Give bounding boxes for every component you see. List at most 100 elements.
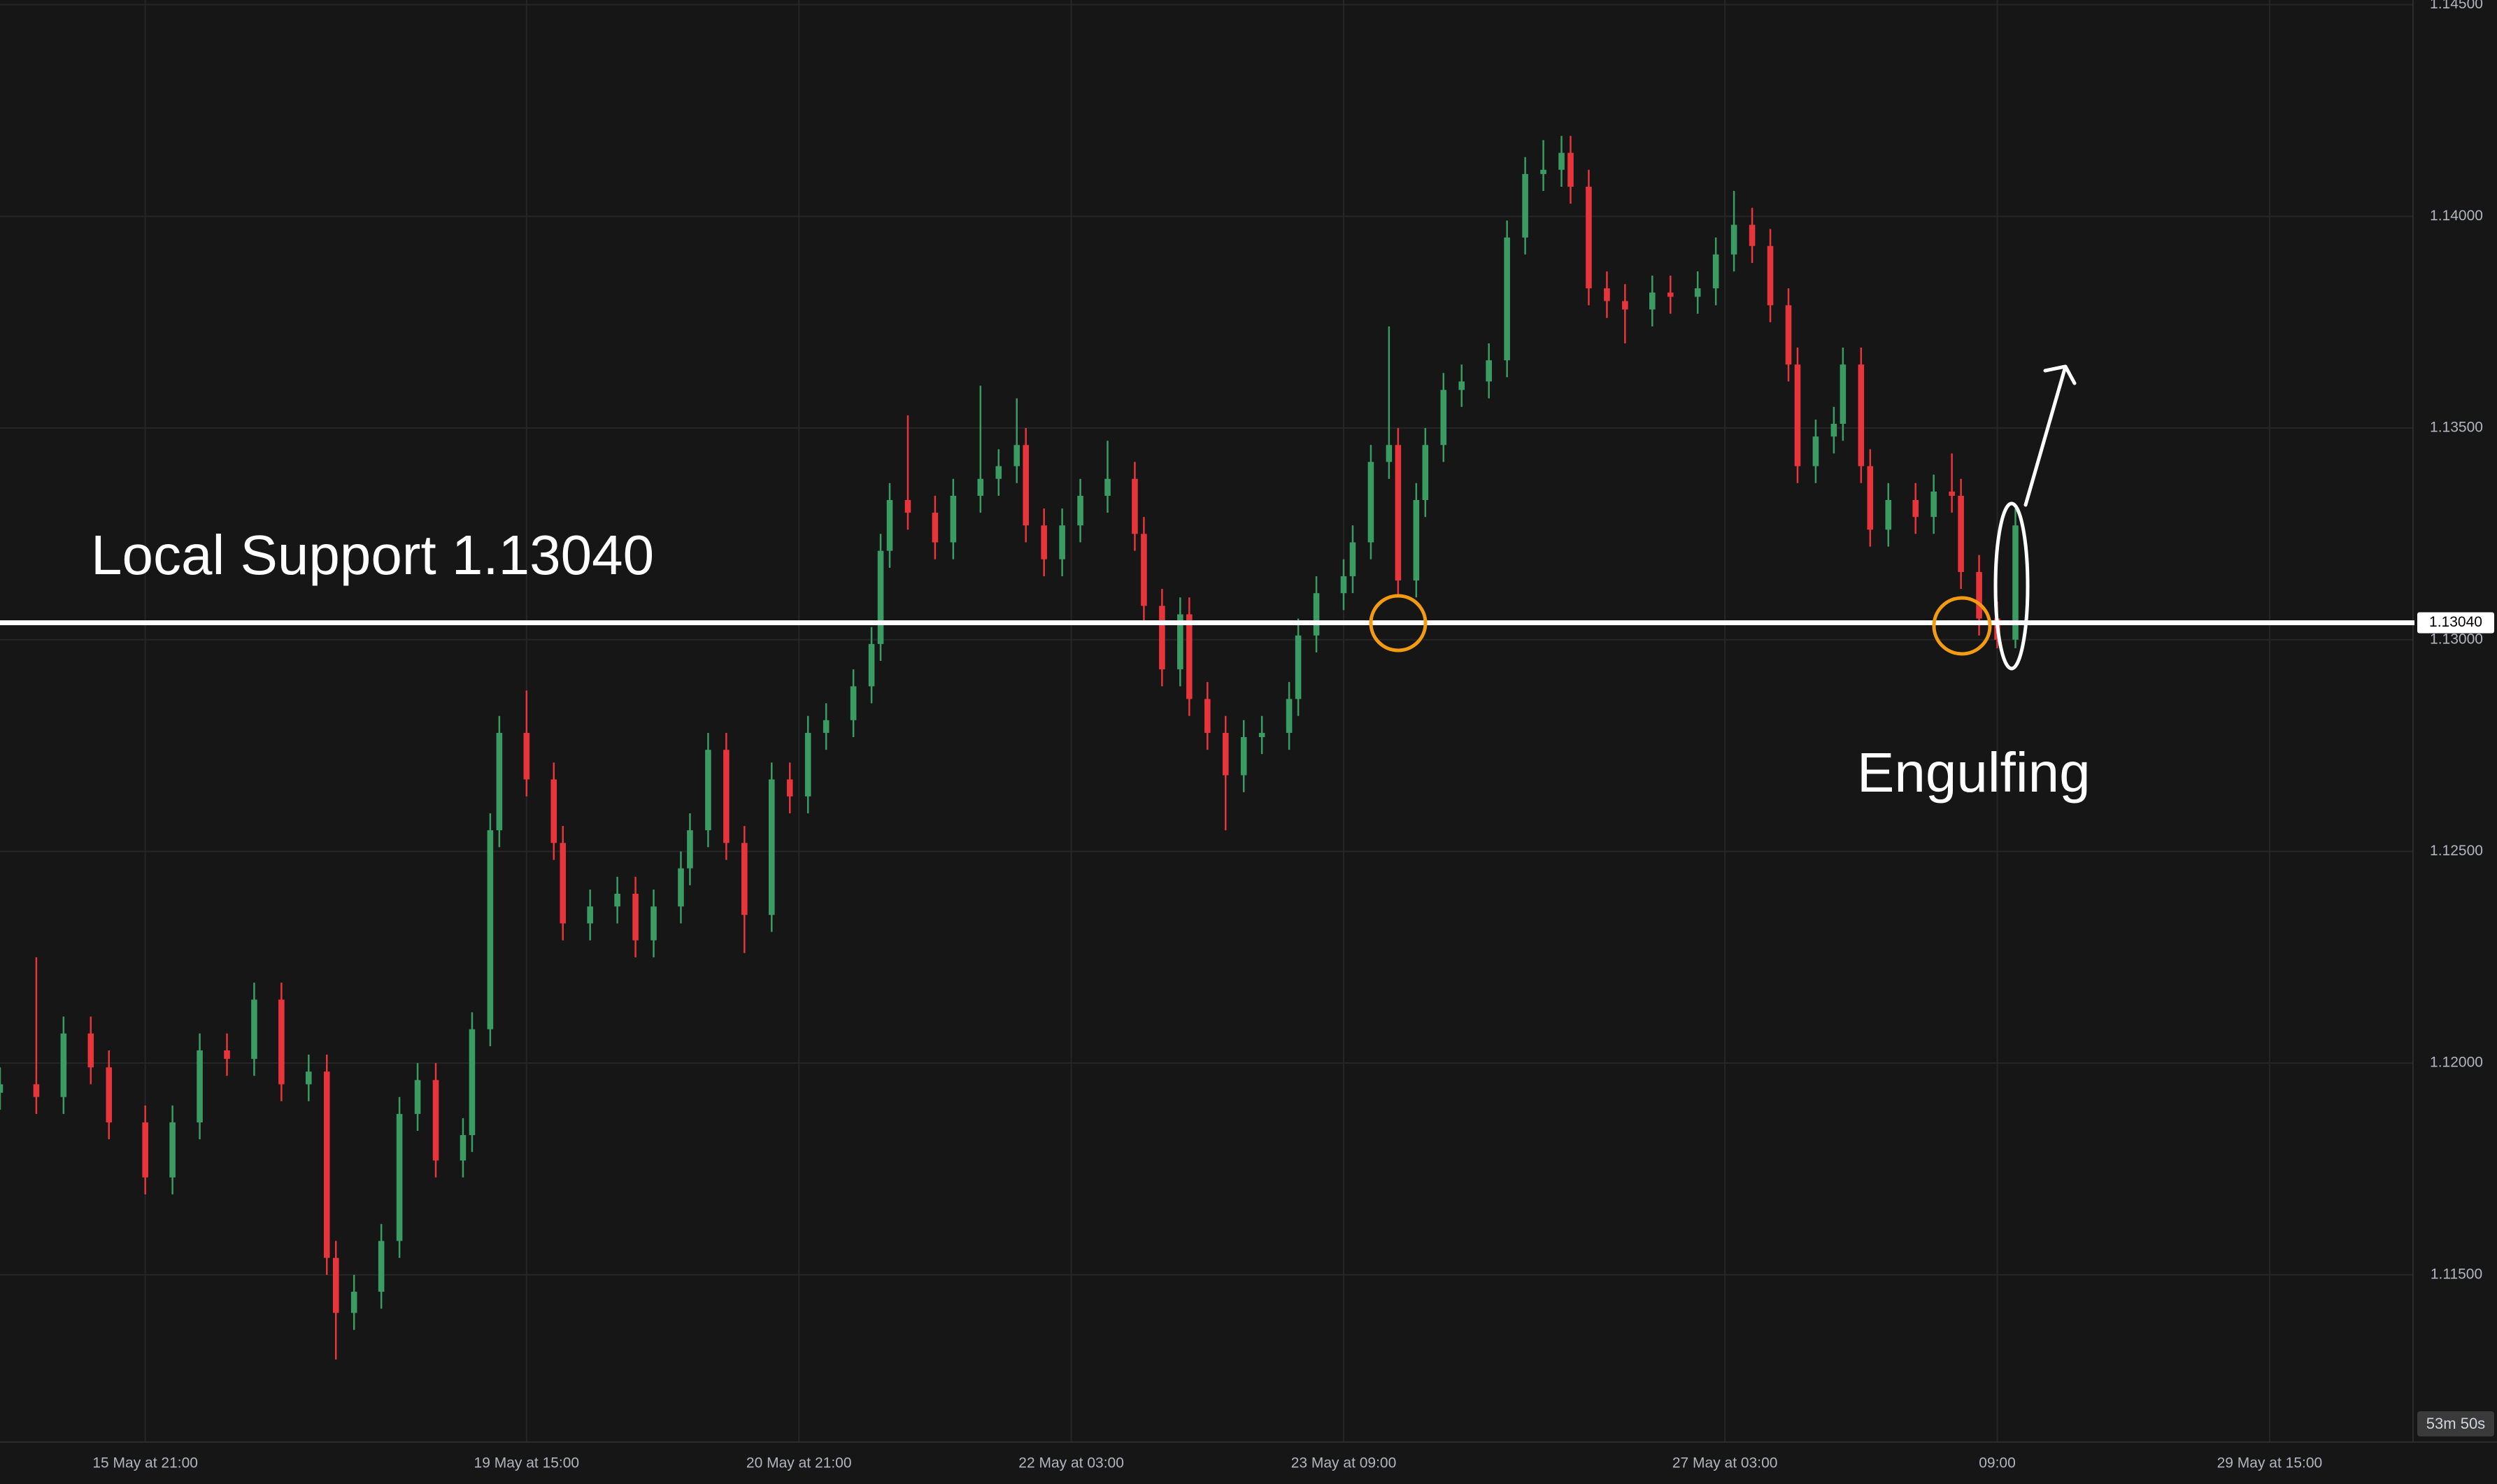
countdown: 53m 50s bbox=[2426, 1415, 2485, 1432]
candle-body bbox=[850, 686, 857, 720]
candle-body bbox=[1340, 576, 1347, 594]
candle-body bbox=[1240, 737, 1247, 776]
candle-body bbox=[632, 894, 639, 941]
candle-body bbox=[1840, 364, 1847, 424]
annotation: Local Support 1.13040 bbox=[91, 524, 654, 586]
candle-body bbox=[1586, 186, 1592, 289]
candle-body bbox=[1930, 491, 1937, 518]
candle-body bbox=[1286, 699, 1293, 733]
candle-body bbox=[904, 499, 911, 513]
overlay: 1.13040 bbox=[0, 612, 2494, 634]
arrow bbox=[2023, 364, 2077, 507]
highlight-circle bbox=[1369, 594, 1428, 652]
annotation: Engulfing bbox=[1857, 741, 2091, 804]
candle-body bbox=[1313, 593, 1320, 636]
candle-body bbox=[306, 1071, 312, 1085]
candle-body bbox=[1104, 478, 1111, 496]
candle-body bbox=[804, 732, 811, 797]
candle-body bbox=[1440, 390, 1447, 445]
candle-body bbox=[378, 1241, 385, 1292]
candle-body bbox=[1059, 525, 1065, 559]
candle-body bbox=[1858, 364, 1865, 466]
candle-body bbox=[169, 1122, 176, 1178]
candle-body bbox=[1349, 542, 1356, 576]
candle-body bbox=[396, 1113, 403, 1241]
candle-body bbox=[323, 1071, 330, 1258]
candle-body bbox=[460, 1135, 467, 1161]
x-tick-label: 23 May at 09:00 bbox=[1291, 1455, 1397, 1471]
support-label: 1.13040 bbox=[2429, 614, 2482, 630]
candle-body bbox=[1712, 254, 1719, 289]
candle-body bbox=[1694, 288, 1701, 297]
candle-body bbox=[977, 478, 984, 496]
candle-body bbox=[1730, 224, 1737, 255]
candle-body bbox=[868, 643, 875, 687]
candle-body bbox=[106, 1067, 113, 1122]
candle-body bbox=[1812, 436, 1819, 466]
candle-body bbox=[1132, 478, 1138, 534]
candle-body bbox=[1041, 525, 1047, 559]
candle-body bbox=[1912, 499, 1919, 518]
candle-body bbox=[332, 1257, 339, 1313]
candle-body bbox=[1649, 292, 1656, 310]
candle-body bbox=[142, 1122, 148, 1178]
candle-body bbox=[768, 779, 775, 915]
candle-body bbox=[1186, 614, 1193, 699]
candle-body bbox=[877, 550, 884, 644]
candle-body bbox=[1958, 495, 1964, 572]
support-tag bbox=[2417, 612, 2494, 634]
candle-body bbox=[995, 466, 1002, 479]
y-tick-label: 1.14000 bbox=[2430, 208, 2483, 224]
candle-body bbox=[705, 750, 711, 831]
candle-body bbox=[523, 732, 530, 780]
x-tick-label: 19 May at 15:00 bbox=[474, 1455, 580, 1471]
candle-body bbox=[60, 1033, 67, 1097]
candle-body bbox=[251, 999, 257, 1060]
x-tick-label: 09:00 bbox=[1979, 1455, 2016, 1471]
candle-body bbox=[1177, 614, 1183, 670]
candle-body bbox=[1540, 169, 1546, 174]
countdown-tag bbox=[2417, 1411, 2494, 1436]
candle-body bbox=[786, 779, 793, 797]
candle-body bbox=[1367, 462, 1374, 543]
candle-body bbox=[414, 1080, 421, 1114]
highlight-ellipse bbox=[1993, 501, 2030, 671]
candle-body bbox=[0, 1084, 3, 1093]
candle-body bbox=[1558, 152, 1565, 170]
candle-body bbox=[650, 906, 657, 941]
candle-body bbox=[1422, 445, 1429, 500]
candle-body bbox=[932, 513, 939, 543]
candle-body bbox=[1486, 360, 1492, 382]
candle-body bbox=[550, 779, 557, 843]
candle-body bbox=[1077, 495, 1083, 526]
candle-body bbox=[496, 732, 503, 831]
candle-body bbox=[1295, 635, 1302, 699]
candle-body bbox=[1013, 445, 1020, 466]
candle-body bbox=[432, 1080, 439, 1161]
candle-body bbox=[1667, 292, 1674, 297]
candle-body bbox=[678, 868, 684, 907]
candle-body bbox=[87, 1033, 94, 1068]
y-tick-label: 1.12000 bbox=[2430, 1055, 2483, 1071]
candle-body bbox=[1867, 466, 1874, 530]
candle-body bbox=[350, 1292, 357, 1313]
candle-body bbox=[614, 894, 620, 907]
candle-body bbox=[224, 1050, 230, 1060]
candle-body bbox=[2012, 525, 2019, 640]
candle-body bbox=[587, 906, 593, 924]
y-tick-label: 1.13000 bbox=[2430, 631, 2483, 647]
candle-body bbox=[487, 830, 494, 1029]
y-tick-label: 1.14500 bbox=[2430, 0, 2483, 12]
candle-body bbox=[741, 843, 748, 915]
candle-body bbox=[723, 750, 730, 843]
candle-body bbox=[1622, 301, 1628, 310]
candle-body bbox=[1830, 424, 1837, 437]
candle-body bbox=[560, 843, 567, 924]
candle-body bbox=[1767, 245, 1774, 306]
y-tick-label: 1.13500 bbox=[2430, 420, 2483, 436]
candle-body bbox=[1976, 571, 1982, 619]
candle-body bbox=[886, 499, 893, 551]
candle-body bbox=[278, 999, 285, 1085]
